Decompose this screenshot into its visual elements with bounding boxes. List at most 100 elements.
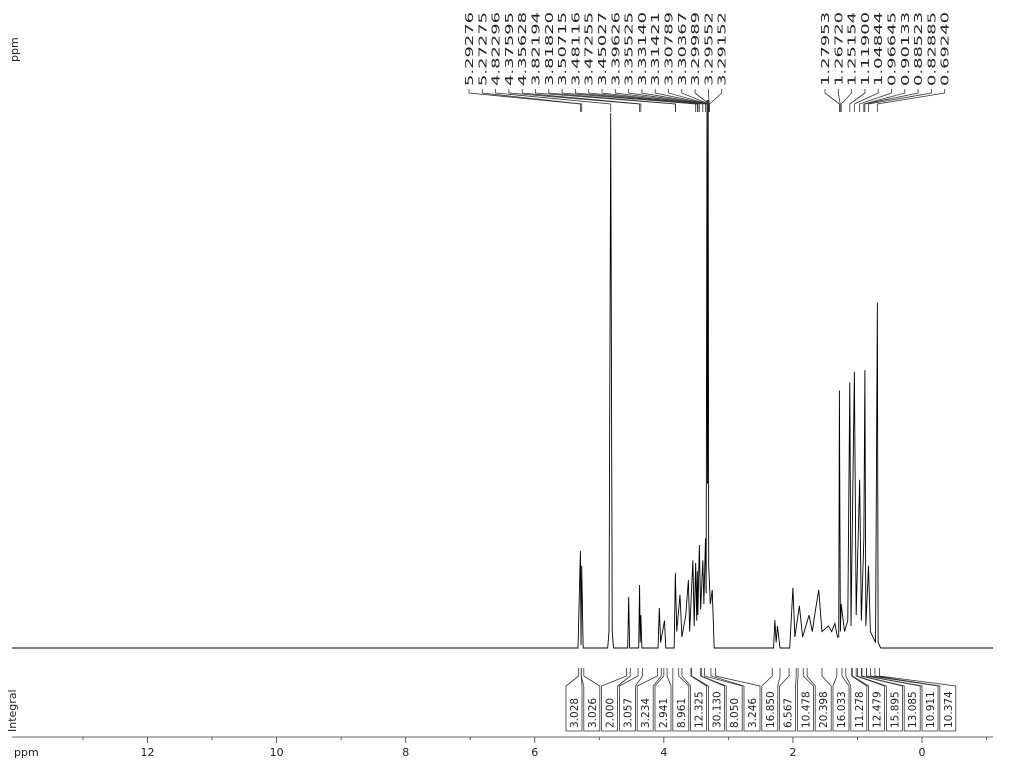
peak-label: 0.82885 — [925, 12, 938, 86]
integral-bracket — [832, 668, 850, 732]
peak-leader — [853, 89, 879, 112]
integral-label: 12.325 — [694, 691, 706, 728]
integral-bracket — [672, 668, 690, 732]
integral-bracket — [797, 668, 814, 732]
peak-label: 3.29552 — [702, 12, 715, 86]
peak-leader — [863, 89, 906, 112]
peak-label: 5.29276 — [463, 12, 476, 86]
integral-label: 2.000 — [605, 698, 617, 728]
peak-leader — [548, 89, 676, 112]
integral-label: 6.567 — [783, 698, 795, 728]
integral-bracket — [619, 668, 643, 732]
peak-label: 4.82296 — [490, 12, 503, 86]
x-tick-label: 12 — [141, 746, 155, 759]
x-tick-label: 0 — [919, 746, 926, 759]
integral-bracket — [874, 668, 957, 732]
x-tick-label: 2 — [789, 746, 796, 759]
x-axis-label: ppm — [14, 746, 39, 759]
integral-label: 3.234 — [640, 698, 652, 728]
peak-label: 1.11900 — [859, 12, 872, 86]
peak-label: 3.29989 — [689, 12, 702, 86]
peak-leader — [641, 89, 708, 112]
peak-leader — [840, 89, 852, 112]
peak-leader — [859, 89, 892, 112]
integral-bracket — [601, 668, 631, 732]
peak-label: 0.88523 — [912, 12, 925, 86]
integral-bracket — [654, 668, 672, 732]
peak-label: 0.96645 — [886, 12, 899, 86]
peak-leader — [575, 89, 698, 112]
peak-label: 1.26720 — [832, 12, 845, 86]
integral-label: 11.278 — [854, 691, 866, 728]
peak-label: 4.37595 — [503, 12, 516, 86]
peak-label: 3.50715 — [556, 12, 569, 86]
x-tick-label: 4 — [660, 746, 667, 759]
peak-label: 3.39626 — [609, 12, 622, 86]
peak-label: 3.30789 — [663, 12, 676, 86]
peak-leader — [849, 89, 866, 112]
peak-leader — [709, 89, 723, 112]
peak-label: 3.29152 — [716, 12, 729, 86]
peak-leader — [521, 89, 642, 112]
integral-bracket — [710, 668, 761, 732]
peak-label: 3.81820 — [543, 12, 556, 86]
integral-label: 16.033 — [836, 691, 848, 728]
integral-label: 15.895 — [889, 691, 901, 728]
peak-leader — [824, 89, 840, 112]
integral-label: 10.374 — [943, 691, 955, 728]
peak-label: 3.48116 — [569, 12, 582, 86]
integral-label: 16.850 — [765, 691, 777, 728]
integral-bracket — [806, 668, 832, 732]
peak-leader — [654, 89, 709, 112]
integral-label: 30.130 — [711, 691, 723, 728]
x-tick-label: 6 — [531, 746, 538, 759]
integral-label: 10.478 — [800, 691, 812, 728]
peak-leader — [561, 89, 697, 112]
peak-label: 3.30367 — [676, 12, 689, 86]
integral-label: 3.057 — [622, 698, 634, 728]
x-tick-label: 8 — [402, 746, 409, 759]
integral-label: 10.911 — [925, 691, 937, 728]
peak-label: 1.27953 — [819, 12, 832, 86]
integral-bracket — [580, 668, 601, 732]
integral-label: 20.398 — [818, 691, 830, 728]
peak-leader — [837, 89, 841, 112]
integral-axis-label: Integral — [6, 689, 19, 732]
integral-bracket — [851, 668, 885, 732]
peak-leader — [876, 89, 946, 112]
integral-bracket — [700, 668, 743, 732]
integral-label: 8.050 — [729, 698, 741, 728]
peak-label: 1.25154 — [846, 12, 859, 86]
integral-bracket — [636, 668, 662, 732]
peak-leader — [495, 89, 612, 112]
integral-label: 2.941 — [658, 698, 670, 728]
peak-label: 3.47255 — [583, 12, 596, 86]
peak-leader — [868, 89, 932, 112]
peak-leader — [468, 89, 581, 112]
peak-label: 0.69240 — [939, 12, 952, 86]
peak-leader — [628, 89, 706, 112]
peak-label: 3.33140 — [636, 12, 649, 86]
integral-bracket — [866, 668, 939, 732]
peak-leader — [614, 89, 704, 112]
peak-label: 3.31421 — [649, 12, 662, 86]
integral-bracket — [779, 668, 797, 732]
integral-label: 3.026 — [587, 698, 599, 728]
peak-label: 4.35628 — [516, 12, 529, 86]
peak-label: 3.35525 — [623, 12, 636, 86]
peak-leader — [481, 89, 583, 112]
spectrum-line — [12, 99, 993, 649]
integral-label: 3.246 — [747, 698, 759, 728]
integral-label: 8.961 — [676, 698, 688, 728]
integral-bracket — [681, 668, 707, 732]
peak-label: 3.82194 — [530, 12, 543, 86]
integral-bracket — [845, 668, 868, 732]
integral-label: 12.479 — [872, 691, 884, 728]
peak-leader — [601, 89, 700, 112]
integral-label: 3.028 — [569, 698, 581, 728]
peak-label: 0.90133 — [899, 12, 912, 86]
peak-label: 3.45027 — [596, 12, 609, 86]
peak-leader — [864, 89, 919, 112]
